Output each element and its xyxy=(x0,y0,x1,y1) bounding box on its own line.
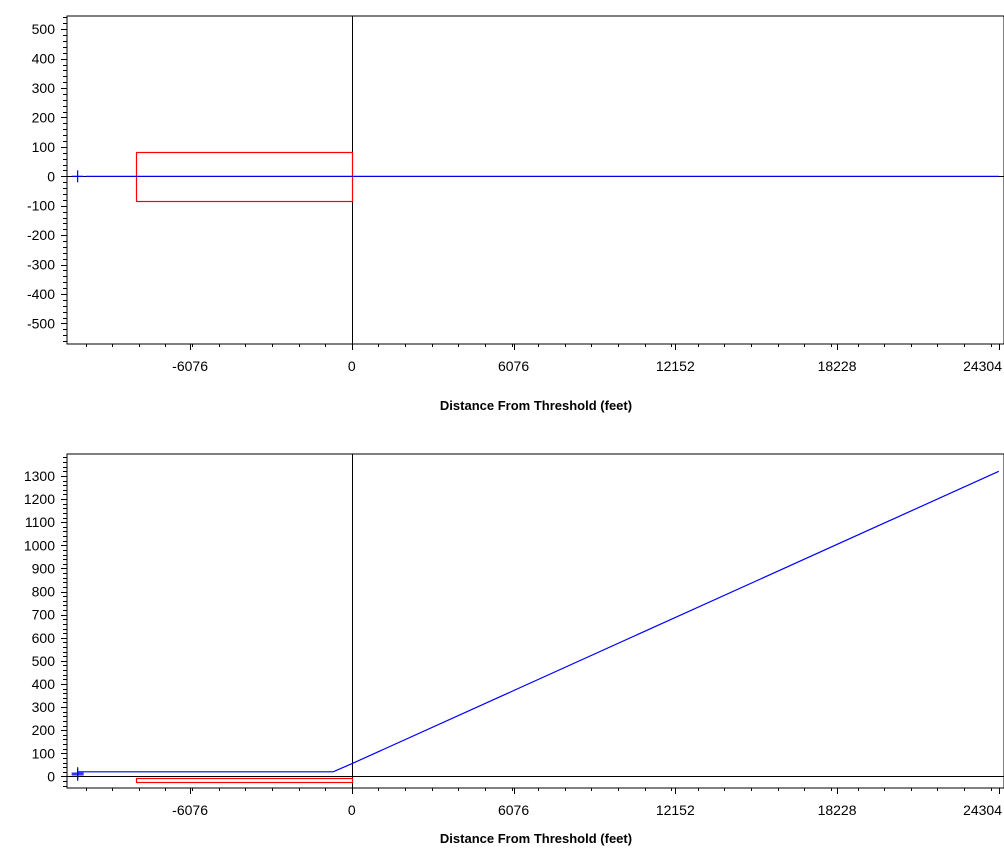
x-tick-label: 0 xyxy=(348,358,356,374)
protection-zone xyxy=(135,151,354,203)
y-tick-label: 600 xyxy=(32,630,56,646)
profile-view-chart: -6076 0 6076 12152 18228 24304 1300 1200 1100 10… xyxy=(24,453,1004,846)
reference-lines xyxy=(67,16,1004,344)
x-tick-label: 24304 xyxy=(963,802,1002,818)
x-tick-label: 0 xyxy=(348,802,356,818)
x-tick-label: -6076 xyxy=(172,802,208,818)
y-tick-label: -100 xyxy=(27,198,55,214)
x-tick-label: 24304 xyxy=(963,358,1002,374)
y-tick-label: 500 xyxy=(32,21,56,37)
plot-frame xyxy=(66,453,1004,789)
y-tick-label: 900 xyxy=(32,560,56,576)
x-tick-label: 12152 xyxy=(656,358,695,374)
approach-path-line xyxy=(77,470,1000,773)
markers-layer xyxy=(71,170,84,183)
y-tick-label: 400 xyxy=(32,51,56,67)
y-tick-label: 700 xyxy=(32,607,56,623)
plot-frame xyxy=(66,15,1004,345)
x-tick-label: -6076 xyxy=(172,358,208,374)
y-tick-label: 100 xyxy=(32,745,56,761)
y-tick-label: 100 xyxy=(32,139,56,155)
protection-zone-rect xyxy=(135,777,354,784)
y-tick-label: -400 xyxy=(27,286,55,302)
y-tick-label: 1200 xyxy=(24,491,55,507)
y-tick-labels: 500 400 300 200 100 0 -100 -200 -300 -400 -500 xyxy=(27,21,55,331)
protection-zone xyxy=(135,777,354,784)
y-tick-label: 200 xyxy=(32,722,56,738)
plan-view-chart: -6076 0 6076 12152 18228 24304 500 400 300 200 10… xyxy=(27,15,1004,413)
position-marker xyxy=(71,170,84,183)
x-tick-label: 18228 xyxy=(818,802,857,818)
y-tick-label: 1100 xyxy=(25,514,55,530)
protection-zone-rect xyxy=(135,151,354,203)
x-axis-title: Distance From Threshold (feet) xyxy=(440,398,632,413)
y-tick-label: 800 xyxy=(32,584,56,600)
y-tick-label: 200 xyxy=(32,109,56,125)
x-tick-labels: -6076 0 6076 12152 18228 24304 xyxy=(172,358,1002,374)
y-tick-label: 400 xyxy=(32,676,56,692)
y-tick-label: 1300 xyxy=(24,468,55,484)
series-layer xyxy=(77,470,1000,773)
y-tick-label: 300 xyxy=(32,699,56,715)
y-tick-label: 0 xyxy=(47,168,55,184)
tick-marks xyxy=(61,457,1000,794)
x-tick-label: 6076 xyxy=(498,358,529,374)
y-tick-labels: 1300120011001000900800700600500400300200… xyxy=(24,468,55,784)
position-marker xyxy=(71,767,84,780)
y-tick-label: 300 xyxy=(32,80,56,96)
y-tick-label: 500 xyxy=(32,653,56,669)
y-tick-label: -500 xyxy=(27,315,55,331)
x-tick-labels: -6076 0 6076 12152 18228 24304 xyxy=(172,802,1002,818)
y-tick-label: 0 xyxy=(47,768,55,784)
x-axis-title: Distance From Threshold (feet) xyxy=(440,831,632,846)
y-tick-label: -200 xyxy=(27,227,55,243)
x-tick-label: 6076 xyxy=(498,802,529,818)
y-tick-label: -300 xyxy=(27,257,55,273)
y-tick-label: 1000 xyxy=(24,537,55,553)
markers-layer xyxy=(71,767,84,781)
tick-marks xyxy=(61,17,1000,350)
x-tick-label: 18228 xyxy=(818,358,857,374)
reference-lines xyxy=(67,454,1004,788)
x-tick-label: 12152 xyxy=(656,802,695,818)
